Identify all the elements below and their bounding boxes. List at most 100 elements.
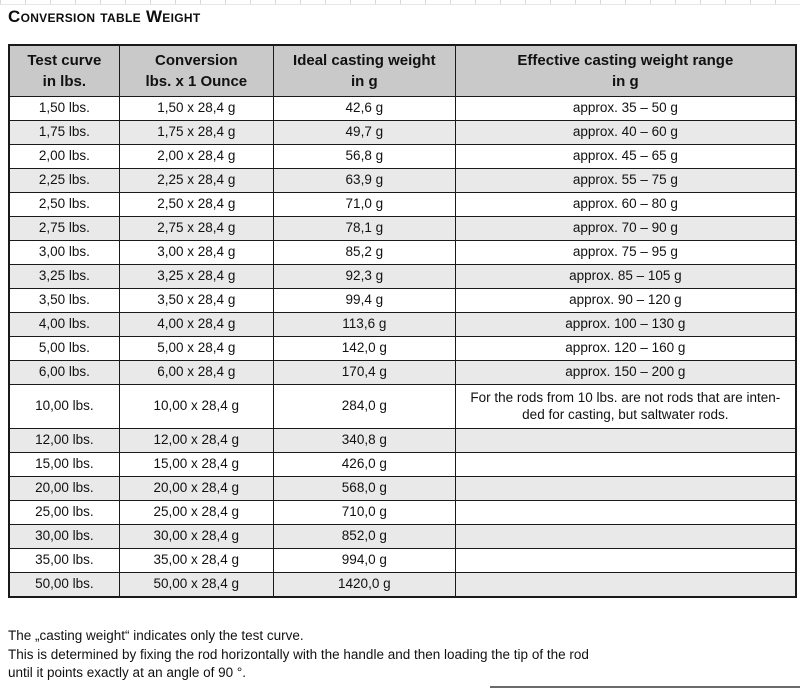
- table-cell: 2,00 lbs.: [8, 144, 120, 169]
- footer-note-line: until it points exactly at an angle of 9…: [8, 665, 247, 680]
- table-cell: 4,00 lbs.: [8, 312, 120, 337]
- table-cell: approx. 150 – 200 g: [454, 360, 797, 385]
- table-cell: 15,00 lbs.: [8, 452, 120, 477]
- table-cell: 35,00 x 28,4 g: [118, 548, 274, 573]
- table-row: 15,00 lbs. 15,00 x 28,4 g 426,0 g: [8, 452, 797, 477]
- table-cell: 6,00 lbs.: [8, 360, 120, 385]
- table-cell: 50,00 lbs.: [8, 572, 120, 597]
- table-row: 2,75 lbs. 2,75 x 28,4 g 78,1 g approx. 70 –…: [8, 216, 797, 241]
- table-cell: approx. 85 – 105 g: [454, 264, 797, 289]
- table-cell: 340,8 g: [272, 428, 456, 453]
- table-cell: 10,00 lbs.: [8, 384, 120, 429]
- table-cell: approx. 45 – 65 g: [454, 144, 797, 169]
- table-cell: 2,25 lbs.: [8, 168, 120, 193]
- column-header-effective-range: Effective casting weight range in g: [454, 44, 797, 97]
- table-row: 12,00 lbs. 12,00 x 28,4 g 340,8 g: [8, 428, 797, 453]
- table-cell: 30,00 lbs.: [8, 524, 120, 549]
- table-cell: [454, 524, 797, 549]
- table-cell: 6,00 x 28,4 g: [118, 360, 274, 385]
- header-line: Ideal casting weight: [293, 52, 436, 69]
- table-cell: 50,00 x 28,4 g: [118, 572, 274, 597]
- table-cell: 30,00 x 28,4 g: [118, 524, 274, 549]
- table-cell: 2,50 lbs.: [8, 192, 120, 217]
- column-header-ideal-casting-weight: Ideal casting weight in g: [272, 44, 456, 97]
- table-cell: 3,25 x 28,4 g: [118, 264, 274, 289]
- table-row: 30,00 lbs. 30,00 x 28,4 g 852,0 g: [8, 524, 797, 549]
- table-cell: 3,00 x 28,4 g: [118, 240, 274, 265]
- table-cell: 710,0 g: [272, 500, 456, 525]
- table-cell: 78,1 g: [272, 216, 456, 241]
- table-row: 10,00 lbs. 10,00 x 28,4 g 284,0 g For the r…: [8, 384, 797, 429]
- table-cell: [454, 572, 797, 597]
- table-body: 1,50 lbs. 1,50 x 28,4 g 42,6 g approx. 35 –…: [8, 96, 797, 597]
- table-row: 35,00 lbs. 35,00 x 28,4 g 994,0 g: [8, 548, 797, 573]
- table-row: 3,50 lbs. 3,50 x 28,4 g 99,4 g approx. 90 –…: [8, 288, 797, 313]
- table-cell: 2,75 lbs.: [8, 216, 120, 241]
- note-cell: For the rods from 10 lbs. are not rods t…: [454, 384, 797, 429]
- table-row: 6,00 lbs. 6,00 x 28,4 g 170,4 g approx. 150…: [8, 360, 797, 385]
- table-cell: approx. 100 – 130 g: [454, 312, 797, 337]
- table-cell: 3,00 lbs.: [8, 240, 120, 265]
- table-row: 3,25 lbs. 3,25 x 28,4 g 92,3 g approx. 85 –…: [8, 264, 797, 289]
- table-row: 2,25 lbs. 2,25 x 28,4 g 63,9 g approx. 55 –…: [8, 168, 797, 193]
- bottom-rule: [490, 686, 800, 688]
- table-cell: 99,4 g: [272, 288, 456, 313]
- page-edge-grid: [0, 0, 800, 5]
- table-cell: [454, 428, 797, 453]
- table-cell: 2,00 x 28,4 g: [118, 144, 274, 169]
- table-row: 4,00 lbs. 4,00 x 28,4 g 113,6 g approx. 100…: [8, 312, 797, 337]
- table-row: 1,75 lbs. 1,75 x 28,4 g 49,7 g approx. 40 –…: [8, 120, 797, 145]
- header-line: in g: [350, 73, 378, 90]
- table-row: 2,00 lbs. 2,00 x 28,4 g 56,8 g approx. 45 –…: [8, 144, 797, 169]
- header-line: Conversion: [155, 52, 238, 69]
- header-row: Test curve in lbs. Conversion lbs. x 1 O…: [8, 44, 797, 97]
- table-cell: 142,0 g: [272, 336, 456, 361]
- table-cell: 71,0 g: [272, 192, 456, 217]
- table-row: 3,00 lbs. 3,00 x 28,4 g 85,2 g approx. 75 –…: [8, 240, 797, 265]
- table-cell: 994,0 g: [272, 548, 456, 573]
- table-row: 2,50 lbs. 2,50 x 28,4 g 71,0 g approx. 60 –…: [8, 192, 797, 217]
- table-cell: 170,4 g: [272, 360, 456, 385]
- table-cell: 49,7 g: [272, 120, 456, 145]
- table-header: Test curve in lbs. Conversion lbs. x 1 O…: [8, 44, 797, 97]
- table-cell: 12,00 x 28,4 g: [118, 428, 274, 453]
- table-cell: [454, 476, 797, 501]
- footer-note-line: This is determined by fixing the rod hor…: [8, 646, 589, 662]
- table-cell: 15,00 x 28,4 g: [118, 452, 274, 477]
- table-cell: 3,50 lbs.: [8, 288, 120, 313]
- table-cell: 3,25 lbs.: [8, 264, 120, 289]
- column-header-conversion: Conversion lbs. x 1 Ounce: [118, 44, 274, 97]
- table-cell: 20,00 x 28,4 g: [118, 476, 274, 501]
- table-cell: 35,00 lbs.: [8, 548, 120, 573]
- table-cell: 2,50 x 28,4 g: [118, 192, 274, 217]
- table-cell: 1,50 x 28,4 g: [118, 96, 274, 121]
- header-line: lbs. x 1 Ounce: [145, 73, 248, 90]
- table-cell: 852,0 g: [272, 524, 456, 549]
- table-cell: 1,75 lbs.: [8, 120, 120, 145]
- table-cell: approx. 35 – 50 g: [454, 96, 797, 121]
- table-cell: 12,00 lbs.: [8, 428, 120, 453]
- table-cell: 5,00 x 28,4 g: [118, 336, 274, 361]
- header-line: Test curve: [27, 52, 102, 69]
- footer-note-line: The „casting weight“ indicates only the …: [8, 628, 304, 643]
- table-cell: 3,50 x 28,4 g: [118, 288, 274, 313]
- table-cell: approx. 75 – 95 g: [454, 240, 797, 265]
- table-cell: 426,0 g: [272, 452, 456, 477]
- table-cell: [454, 452, 797, 477]
- header-line: Effective casting weight range: [517, 52, 734, 69]
- column-header-test-curve: Test curve in lbs.: [8, 44, 120, 97]
- table-cell: 5,00 lbs.: [8, 336, 120, 361]
- header-line: in g: [612, 73, 639, 90]
- table-cell: approx. 60 – 80 g: [454, 192, 797, 217]
- table-cell: 284,0 g: [272, 384, 456, 429]
- table-cell: 42,6 g: [272, 96, 456, 121]
- table-cell: 1,75 x 28,4 g: [118, 120, 274, 145]
- table-cell: 25,00 x 28,4 g: [118, 500, 274, 525]
- table-cell: 1,50 lbs.: [8, 96, 120, 121]
- footer-note: The „casting weight“ indicates only the …: [8, 627, 589, 683]
- table-cell: 85,2 g: [272, 240, 456, 265]
- table-cell: 56,8 g: [272, 144, 456, 169]
- table-cell: 2,75 x 28,4 g: [118, 216, 274, 241]
- table-cell: 568,0 g: [272, 476, 456, 501]
- table-cell: 92,3 g: [272, 264, 456, 289]
